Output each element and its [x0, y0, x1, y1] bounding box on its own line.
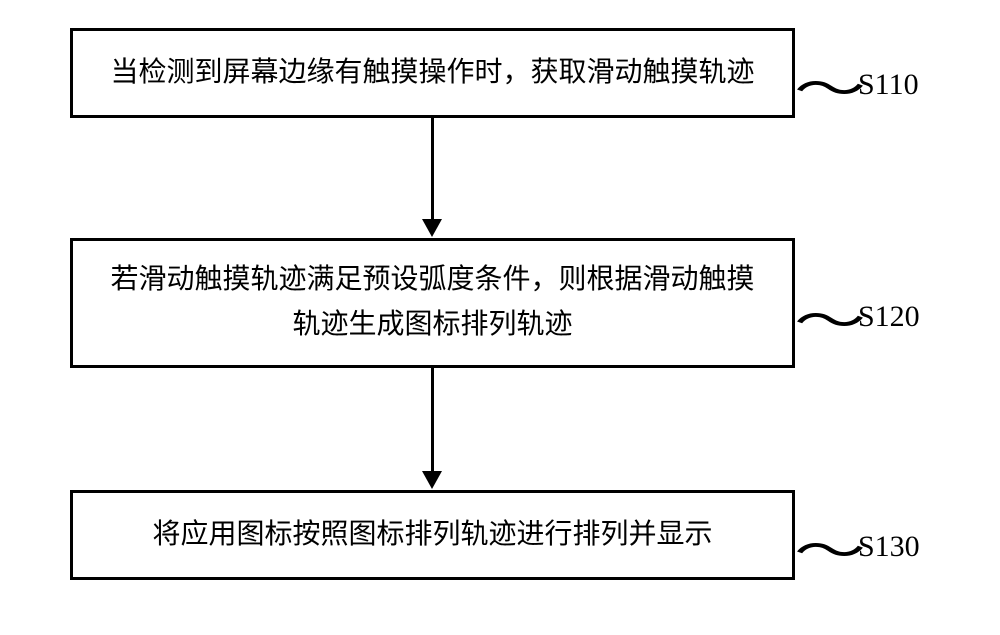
node-text: 当检测到屏幕边缘有触摸操作时，获取滑动触摸轨迹	[110, 51, 754, 96]
node-text: 若滑动触摸轨迹满足预设弧度条件，则根据滑动触摸 轨迹生成图标排列轨迹	[110, 258, 754, 348]
flowchart-node-s120: 若滑动触摸轨迹满足预设弧度条件，则根据滑动触摸 轨迹生成图标排列轨迹	[70, 238, 795, 368]
arrow-line	[431, 368, 434, 472]
arrow-head-icon	[422, 471, 442, 489]
step-label-s120: S120	[858, 300, 920, 334]
tilde-icon: 〜	[794, 512, 866, 582]
flowchart-container: 当检测到屏幕边缘有触摸操作时，获取滑动触摸轨迹 〜 S110 若滑动触摸轨迹满足…	[0, 0, 1000, 635]
node-label-connector: 〜 S120	[810, 288, 920, 346]
tilde-icon: 〜	[794, 282, 866, 352]
step-label-s110: S110	[858, 68, 919, 102]
flowchart-node-s110: 当检测到屏幕边缘有触摸操作时，获取滑动触摸轨迹	[70, 28, 795, 118]
node-text: 将应用图标按照图标排列轨迹进行排列并显示	[152, 513, 712, 558]
flowchart-node-s130: 将应用图标按照图标排列轨迹进行排列并显示	[70, 490, 795, 580]
step-label-s130: S130	[858, 530, 920, 564]
node-label-connector: 〜 S130	[810, 518, 920, 576]
tilde-icon: 〜	[794, 50, 866, 120]
arrow-head-icon	[422, 219, 442, 237]
arrow-line	[431, 118, 434, 220]
node-label-connector: 〜 S110	[810, 56, 919, 114]
